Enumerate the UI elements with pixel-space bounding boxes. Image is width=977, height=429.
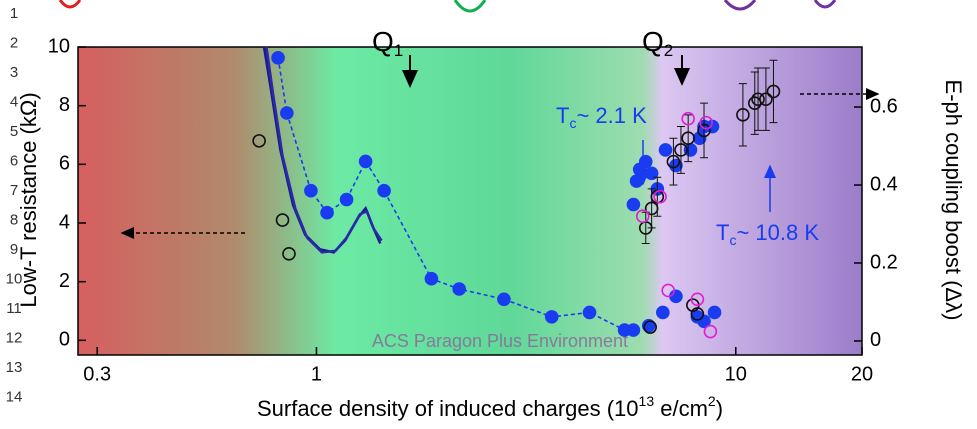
- error-bar: [761, 67, 770, 131]
- q2-label: Q2: [642, 26, 673, 60]
- watermark: ACS Paragon Plus Environment: [372, 331, 628, 351]
- error-bar: [754, 67, 763, 131]
- data-point: [626, 197, 641, 212]
- data-point: [638, 154, 653, 169]
- y2-axis-label: E-ph coupling boost (Δλ): [941, 80, 966, 321]
- y-tick-label: 4: [59, 211, 70, 233]
- series-line: [265, 46, 383, 254]
- error-bar: [700, 102, 709, 159]
- data-point: [377, 183, 391, 198]
- line-number: 7: [10, 182, 18, 199]
- y2-tick-label: 0.6: [870, 95, 898, 117]
- y2-tick-label: 0.4: [870, 173, 898, 195]
- data-point: [674, 143, 688, 157]
- x-tick-label: 1: [311, 363, 322, 385]
- data-point: [582, 305, 597, 320]
- line-number: 14: [6, 388, 23, 405]
- data-point: [681, 111, 695, 126]
- data-point: [766, 84, 781, 99]
- data-point: [304, 183, 318, 198]
- data-point: [666, 154, 681, 169]
- data-point: [320, 205, 334, 220]
- error-bar: [750, 71, 759, 135]
- data-point: [703, 324, 718, 339]
- data-point: [252, 134, 266, 148]
- data-point: [629, 174, 644, 188]
- y-tick-label: 0: [59, 329, 70, 351]
- data-point: [681, 131, 695, 146]
- x-tick-label: 20: [851, 363, 873, 385]
- data-point: [280, 106, 294, 120]
- data-point: [424, 271, 439, 286]
- data-point: [707, 305, 722, 320]
- y2-tick-label: 0: [870, 329, 881, 351]
- tc-label: Tc~ 10.8 K: [716, 220, 819, 248]
- line-number: 4: [10, 93, 18, 110]
- decoration: [453, 0, 487, 13]
- data-point: [339, 192, 354, 207]
- data-point: [635, 209, 650, 224]
- data-point: [452, 282, 467, 296]
- data-point: [736, 108, 750, 122]
- data-point: [653, 189, 667, 204]
- decoration: [58, 0, 82, 9]
- line-number: 10: [6, 270, 23, 287]
- data-point: [626, 323, 641, 337]
- decoration: [723, 0, 837, 11]
- data-point: [497, 292, 511, 307]
- line-number: 6: [10, 152, 18, 169]
- data-point: [271, 51, 285, 65]
- line-number: 8: [10, 211, 18, 228]
- data-point: [644, 201, 659, 216]
- data-point: [643, 320, 657, 334]
- data-point: [699, 115, 713, 130]
- data-point: [661, 283, 675, 298]
- background: [78, 47, 862, 355]
- line-number: 11: [6, 300, 22, 317]
- data-point: [275, 213, 290, 227]
- plot-frame: [77, 46, 863, 356]
- y-tick-label: 8: [59, 94, 70, 116]
- x-tick-label: 10: [725, 363, 747, 385]
- x-tick-label: 0.3: [83, 363, 111, 385]
- line-number: 13: [6, 359, 23, 376]
- y-tick-label: 6: [59, 153, 70, 175]
- data-point: [658, 143, 673, 157]
- data-point: [751, 92, 765, 107]
- x-axis-label: Surface density of induced charges (1013…: [257, 393, 723, 421]
- line-number: 3: [10, 64, 18, 81]
- line-number: 2: [10, 34, 18, 51]
- y-tick-label: 10: [48, 35, 70, 57]
- data-point: [669, 289, 683, 304]
- data-point: [644, 166, 659, 181]
- data-point: [690, 292, 705, 307]
- y-axis-label: Low-T resistance (kΩ): [16, 92, 41, 307]
- error-bar: [769, 59, 778, 124]
- error-bar: [641, 211, 650, 244]
- y2-tick-label: 0.2: [870, 251, 898, 273]
- y-tick-label: 2: [59, 270, 70, 292]
- error-bar: [684, 114, 693, 163]
- line-number: 1: [10, 5, 18, 22]
- line-number: 5: [10, 123, 18, 140]
- data-point: [690, 307, 705, 321]
- data-point: [697, 123, 711, 138]
- line-number: 9: [10, 241, 18, 258]
- line-number: 12: [6, 329, 23, 346]
- q1-label: Q1: [372, 26, 403, 60]
- data-point: [358, 154, 373, 169]
- tc-label: Tc~ 2.1 K: [556, 103, 647, 131]
- data-point: [282, 247, 296, 261]
- error-bar: [669, 137, 678, 186]
- data-point: [759, 92, 773, 107]
- error-bar: [738, 83, 747, 147]
- data-point: [544, 310, 559, 324]
- error-bar: [676, 126, 685, 174]
- data-point: [656, 305, 670, 320]
